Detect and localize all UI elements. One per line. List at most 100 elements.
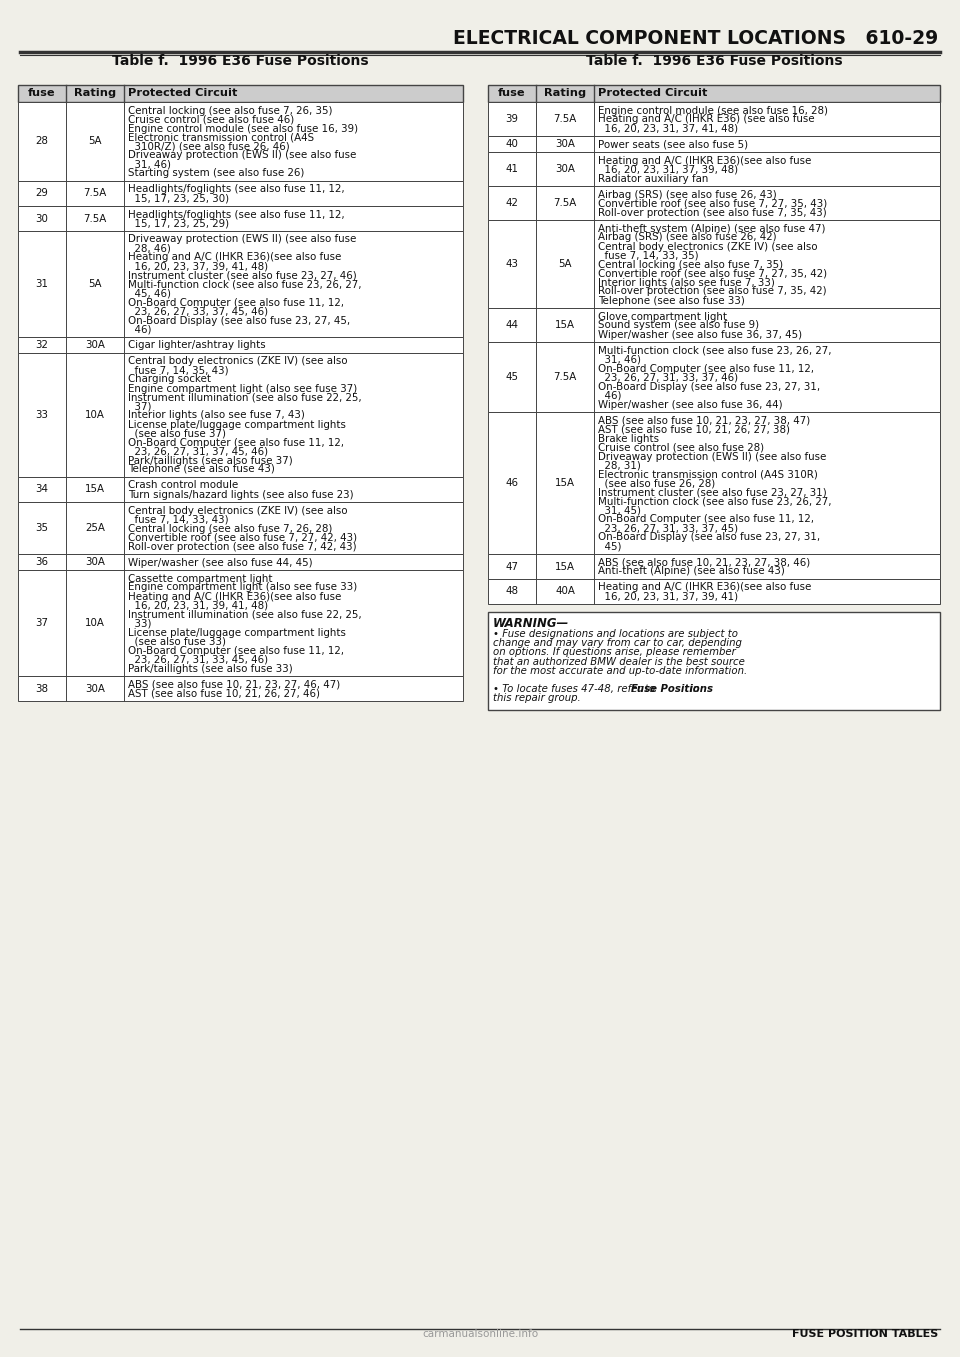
Text: 15A: 15A bbox=[555, 562, 575, 571]
Text: Anti-theft system (Alpine) (see also fuse 47): Anti-theft system (Alpine) (see also fus… bbox=[598, 224, 826, 233]
Text: Wiper/washer (see also fuse 36, 37, 45): Wiper/washer (see also fuse 36, 37, 45) bbox=[598, 330, 803, 339]
Bar bbox=[18, 676, 463, 702]
Text: Glove compartment light: Glove compartment light bbox=[598, 312, 727, 322]
Text: 30A: 30A bbox=[85, 684, 105, 693]
Text: 31: 31 bbox=[36, 280, 49, 289]
Text: Fuse Positions: Fuse Positions bbox=[631, 684, 712, 695]
Text: 10A: 10A bbox=[85, 617, 105, 628]
Text: WARNING—: WARNING— bbox=[493, 617, 569, 630]
Text: Cassette compartment light: Cassette compartment light bbox=[128, 574, 273, 584]
Text: Park/taillights (see also fuse 33): Park/taillights (see also fuse 33) bbox=[128, 664, 293, 673]
Text: 46: 46 bbox=[506, 478, 518, 489]
Text: 30A: 30A bbox=[85, 341, 105, 350]
Text: Driveaway protection (EWS II) (see also fuse: Driveaway protection (EWS II) (see also … bbox=[128, 151, 356, 160]
Text: 40A: 40A bbox=[555, 586, 575, 597]
Text: Telephone (see also fuse 33): Telephone (see also fuse 33) bbox=[598, 296, 745, 305]
Text: 30A: 30A bbox=[555, 164, 575, 174]
Text: Heating and A/C (IHKR E36) (see also fuse: Heating and A/C (IHKR E36) (see also fus… bbox=[598, 114, 815, 125]
Text: ABS (see also fuse 10, 21, 23, 27, 46, 47): ABS (see also fuse 10, 21, 23, 27, 46, 4… bbox=[128, 680, 340, 689]
Text: 16, 20, 23, 31, 37, 39, 41): 16, 20, 23, 31, 37, 39, 41) bbox=[598, 592, 738, 601]
Bar bbox=[18, 180, 463, 206]
Text: Heating and A/C (IHKR E36)(see also fuse: Heating and A/C (IHKR E36)(see also fuse bbox=[128, 592, 342, 601]
Text: Engine control module (see also fuse 16, 28): Engine control module (see also fuse 16,… bbox=[598, 106, 828, 115]
Text: Driveaway protection (EWS II) (see also fuse: Driveaway protection (EWS II) (see also … bbox=[598, 452, 827, 461]
Text: Brake lights: Brake lights bbox=[598, 433, 659, 444]
Bar bbox=[488, 152, 940, 186]
Text: 30A: 30A bbox=[555, 138, 575, 149]
Text: 25A: 25A bbox=[85, 522, 105, 533]
Text: On-Board Computer (see also fuse 11, 12,: On-Board Computer (see also fuse 11, 12, bbox=[128, 297, 344, 308]
Text: 31, 46): 31, 46) bbox=[598, 354, 641, 365]
Text: Heating and A/C (IHKR E36)(see also fuse: Heating and A/C (IHKR E36)(see also fuse bbox=[598, 156, 811, 166]
Text: On-Board Display (see also fuse 23, 27, 31,: On-Board Display (see also fuse 23, 27, … bbox=[598, 532, 820, 543]
Text: 7.5A: 7.5A bbox=[553, 114, 577, 123]
Text: Cruise control (see also fuse 46): Cruise control (see also fuse 46) bbox=[128, 114, 295, 125]
Text: Engine control module (see also fuse 16, 39): Engine control module (see also fuse 16,… bbox=[128, 123, 358, 133]
Text: 48: 48 bbox=[506, 586, 518, 597]
Text: on options. If questions arise, please remember: on options. If questions arise, please r… bbox=[493, 647, 735, 657]
Text: Turn signals/hazard lights (see also fuse 23): Turn signals/hazard lights (see also fus… bbox=[128, 490, 353, 499]
Text: 16, 20, 23, 37, 39, 41, 48): 16, 20, 23, 37, 39, 41, 48) bbox=[128, 262, 268, 271]
Bar bbox=[18, 231, 463, 337]
Bar bbox=[18, 85, 463, 102]
Text: 46): 46) bbox=[128, 324, 152, 334]
Text: Central locking (see also fuse 7, 35): Central locking (see also fuse 7, 35) bbox=[598, 259, 783, 270]
Text: 34: 34 bbox=[36, 484, 49, 494]
Text: 44: 44 bbox=[506, 320, 518, 330]
Text: Heating and A/C (IHKR E36)(see also fuse: Heating and A/C (IHKR E36)(see also fuse bbox=[598, 582, 811, 593]
Text: 23, 26, 27, 31, 33, 37, 45): 23, 26, 27, 31, 33, 37, 45) bbox=[598, 524, 738, 533]
Bar bbox=[488, 612, 940, 710]
Text: 7.5A: 7.5A bbox=[553, 198, 577, 208]
Text: 28, 31): 28, 31) bbox=[598, 460, 641, 471]
Text: 15A: 15A bbox=[85, 484, 105, 494]
Text: 7.5A: 7.5A bbox=[84, 213, 107, 224]
Text: On-Board Computer (see also fuse 11, 12,: On-Board Computer (see also fuse 11, 12, bbox=[128, 437, 344, 448]
Text: On-Board Display (see also fuse 23, 27, 31,: On-Board Display (see also fuse 23, 27, … bbox=[598, 381, 820, 392]
Text: Headlights/foglights (see also fuse 11, 12,: Headlights/foglights (see also fuse 11, … bbox=[128, 209, 345, 220]
Bar bbox=[18, 206, 463, 231]
Text: Table f.  1996 E36 Fuse Positions: Table f. 1996 E36 Fuse Positions bbox=[112, 54, 369, 68]
Text: Engine compartment light (also see fuse 37): Engine compartment light (also see fuse … bbox=[128, 384, 357, 394]
Text: Driveaway protection (EWS II) (see also fuse: Driveaway protection (EWS II) (see also … bbox=[128, 235, 356, 244]
Bar bbox=[18, 337, 463, 353]
Bar bbox=[18, 102, 463, 180]
Text: 43: 43 bbox=[506, 259, 518, 269]
Text: Heating and A/C (IHKR E36)(see also fuse: Heating and A/C (IHKR E36)(see also fuse bbox=[128, 252, 342, 262]
Text: On-Board Computer (see also fuse 11, 12,: On-Board Computer (see also fuse 11, 12, bbox=[128, 646, 344, 655]
Text: AST (see also fuse 10, 21, 26, 27, 38): AST (see also fuse 10, 21, 26, 27, 38) bbox=[598, 425, 790, 434]
Text: 45, 46): 45, 46) bbox=[128, 289, 171, 299]
Text: Engine compartment light (also see fuse 33): Engine compartment light (also see fuse … bbox=[128, 582, 357, 593]
Text: Multi-function clock (see also fuse 23, 26, 27,: Multi-function clock (see also fuse 23, … bbox=[598, 497, 831, 506]
Bar bbox=[18, 478, 463, 502]
Text: License plate/luggage compartment lights: License plate/luggage compartment lights bbox=[128, 627, 346, 638]
Text: Roll-over protection (see also fuse 7, 35, 43): Roll-over protection (see also fuse 7, 3… bbox=[598, 208, 827, 217]
Bar bbox=[488, 220, 940, 308]
Text: fuse: fuse bbox=[498, 88, 526, 99]
Text: 5A: 5A bbox=[559, 259, 572, 269]
Text: Central body electronics (ZKE IV) (see also: Central body electronics (ZKE IV) (see a… bbox=[128, 357, 348, 366]
Text: fuse 7, 14, 35, 43): fuse 7, 14, 35, 43) bbox=[128, 365, 228, 376]
Text: License plate/luggage compartment lights: License plate/luggage compartment lights bbox=[128, 419, 346, 430]
Text: 23, 26, 27, 33, 37, 45, 46): 23, 26, 27, 33, 37, 45, 46) bbox=[128, 307, 268, 316]
Text: Rating: Rating bbox=[74, 88, 116, 99]
Text: (see also fuse 26, 28): (see also fuse 26, 28) bbox=[598, 479, 715, 489]
Text: Instrument cluster (see also fuse 23, 27, 31): Instrument cluster (see also fuse 23, 27… bbox=[598, 487, 827, 498]
Text: Convertible roof (see also fuse 7, 27, 35, 42): Convertible roof (see also fuse 7, 27, 3… bbox=[598, 269, 828, 278]
Bar bbox=[488, 102, 940, 136]
Text: ELECTRICAL COMPONENT LOCATIONS   610-29: ELECTRICAL COMPONENT LOCATIONS 610-29 bbox=[453, 28, 938, 47]
Text: Convertible roof (see also fuse 7, 27, 35, 43): Convertible roof (see also fuse 7, 27, 3… bbox=[598, 198, 828, 209]
Text: 36: 36 bbox=[36, 556, 49, 567]
Text: 31, 45): 31, 45) bbox=[598, 506, 641, 516]
Text: that an authorized BMW dealer is the best source: that an authorized BMW dealer is the bes… bbox=[493, 657, 745, 666]
Text: Central locking (see also fuse 7, 26, 35): Central locking (see also fuse 7, 26, 35… bbox=[128, 106, 332, 115]
Text: 30: 30 bbox=[36, 213, 48, 224]
Text: 45): 45) bbox=[598, 541, 621, 551]
Text: Electronic transmission control (A4S 310R): Electronic transmission control (A4S 310… bbox=[598, 470, 818, 479]
Text: 32: 32 bbox=[36, 341, 48, 350]
Bar bbox=[488, 308, 940, 342]
Text: 45: 45 bbox=[506, 372, 518, 383]
Text: fuse: fuse bbox=[28, 88, 56, 99]
Bar bbox=[488, 413, 940, 554]
Text: Instrument illumination (see also fuse 22, 25,: Instrument illumination (see also fuse 2… bbox=[128, 392, 362, 403]
Text: Starting system (see also fuse 26): Starting system (see also fuse 26) bbox=[128, 168, 304, 179]
